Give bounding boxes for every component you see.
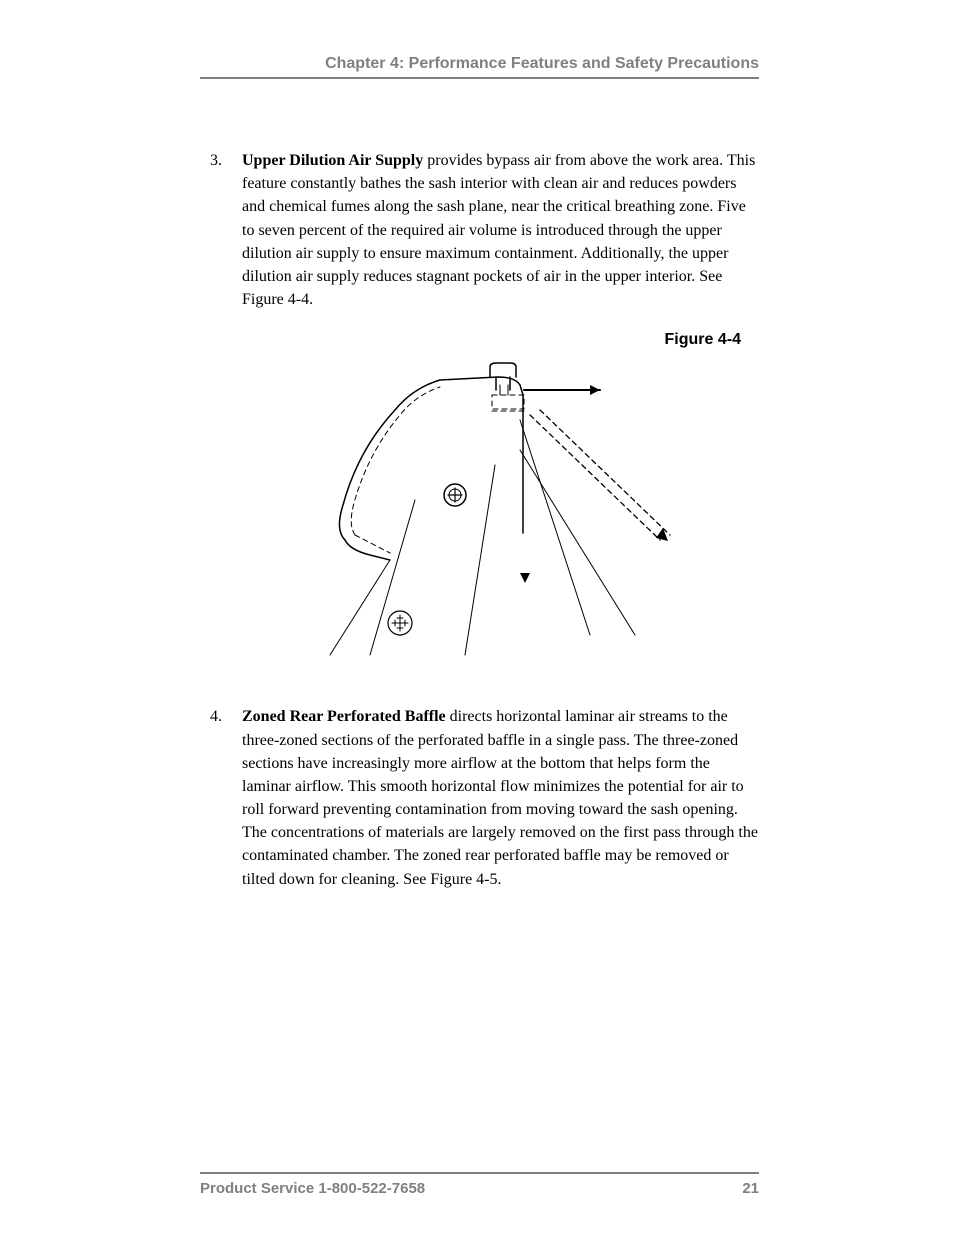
content-area: 3. Upper Dilution Air Supply provides by… [200, 149, 759, 891]
figure-diagram [240, 355, 720, 665]
list-body: Upper Dilution Air Supply provides bypas… [242, 149, 759, 311]
list-item-4: 4. Zoned Rear Perforated Baffle directs … [200, 705, 759, 891]
list-text: directs horizontal laminar air streams t… [242, 708, 758, 887]
figure-caption: Figure 4-4 [200, 331, 759, 349]
list-text: provides bypass air from above the work … [242, 152, 755, 308]
list-number: 3. [200, 149, 242, 311]
list-number: 4. [200, 705, 242, 891]
chapter-header: Chapter 4: Performance Features and Safe… [200, 55, 759, 79]
list-lead-term: Zoned Rear Perforated Baffle [242, 708, 446, 725]
figure-4-4: Figure 4-4 [200, 331, 759, 665]
list-body: Zoned Rear Perforated Baffle directs hor… [242, 705, 759, 891]
list-item-3: 3. Upper Dilution Air Supply provides by… [200, 149, 759, 311]
footer-page-number: 21 [742, 1180, 759, 1197]
list-lead-term: Upper Dilution Air Supply [242, 152, 423, 169]
footer-service-text: Product Service 1-800-522-7658 [200, 1180, 425, 1197]
page-footer: Product Service 1-800-522-7658 21 [200, 1172, 759, 1197]
